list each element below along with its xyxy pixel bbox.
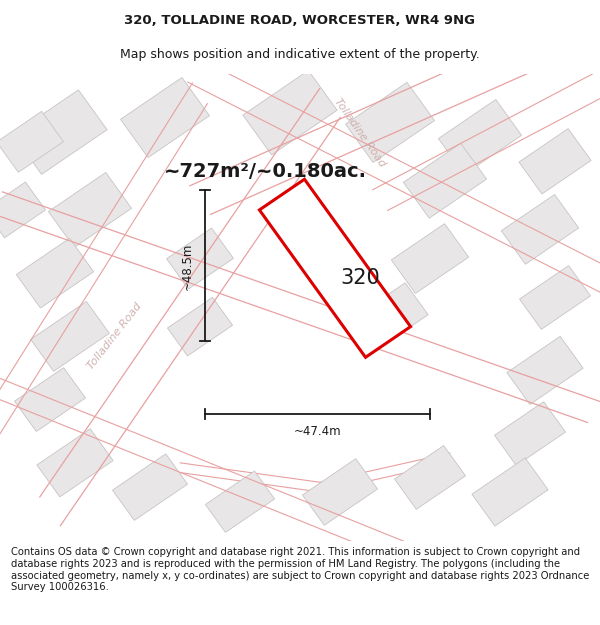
Polygon shape bbox=[167, 298, 233, 356]
Polygon shape bbox=[472, 458, 548, 526]
Text: 320, TOLLADINE ROAD, WORCESTER, WR4 9NG: 320, TOLLADINE ROAD, WORCESTER, WR4 9NG bbox=[125, 14, 476, 27]
Polygon shape bbox=[439, 99, 521, 174]
Polygon shape bbox=[112, 454, 188, 521]
Text: ~48.5m: ~48.5m bbox=[181, 242, 193, 289]
Polygon shape bbox=[205, 471, 275, 532]
Polygon shape bbox=[0, 182, 46, 238]
Polygon shape bbox=[502, 194, 578, 264]
Text: ~47.4m: ~47.4m bbox=[293, 425, 341, 438]
Text: ~727m²/~0.180ac.: ~727m²/~0.180ac. bbox=[163, 161, 367, 181]
Polygon shape bbox=[259, 179, 410, 358]
Text: Contains OS data © Crown copyright and database right 2021. This information is : Contains OS data © Crown copyright and d… bbox=[11, 548, 589, 592]
Polygon shape bbox=[403, 143, 487, 218]
Polygon shape bbox=[507, 336, 583, 404]
Text: Tolladine Road: Tolladine Road bbox=[86, 301, 144, 371]
Polygon shape bbox=[0, 111, 64, 173]
Polygon shape bbox=[395, 446, 466, 509]
Polygon shape bbox=[167, 228, 233, 289]
Text: Tolladine Road: Tolladine Road bbox=[332, 96, 388, 168]
Polygon shape bbox=[243, 71, 337, 155]
Polygon shape bbox=[346, 82, 434, 162]
Polygon shape bbox=[520, 266, 590, 329]
Polygon shape bbox=[31, 301, 109, 371]
Polygon shape bbox=[352, 283, 428, 351]
Polygon shape bbox=[16, 238, 94, 308]
Polygon shape bbox=[37, 429, 113, 497]
Polygon shape bbox=[519, 129, 591, 194]
Text: Map shows position and indicative extent of the property.: Map shows position and indicative extent… bbox=[120, 48, 480, 61]
Polygon shape bbox=[121, 78, 209, 158]
Polygon shape bbox=[13, 90, 107, 174]
Polygon shape bbox=[302, 459, 377, 525]
Polygon shape bbox=[49, 173, 131, 248]
Polygon shape bbox=[14, 368, 85, 431]
Polygon shape bbox=[494, 402, 565, 466]
Text: 320: 320 bbox=[340, 268, 380, 288]
Polygon shape bbox=[391, 224, 469, 293]
